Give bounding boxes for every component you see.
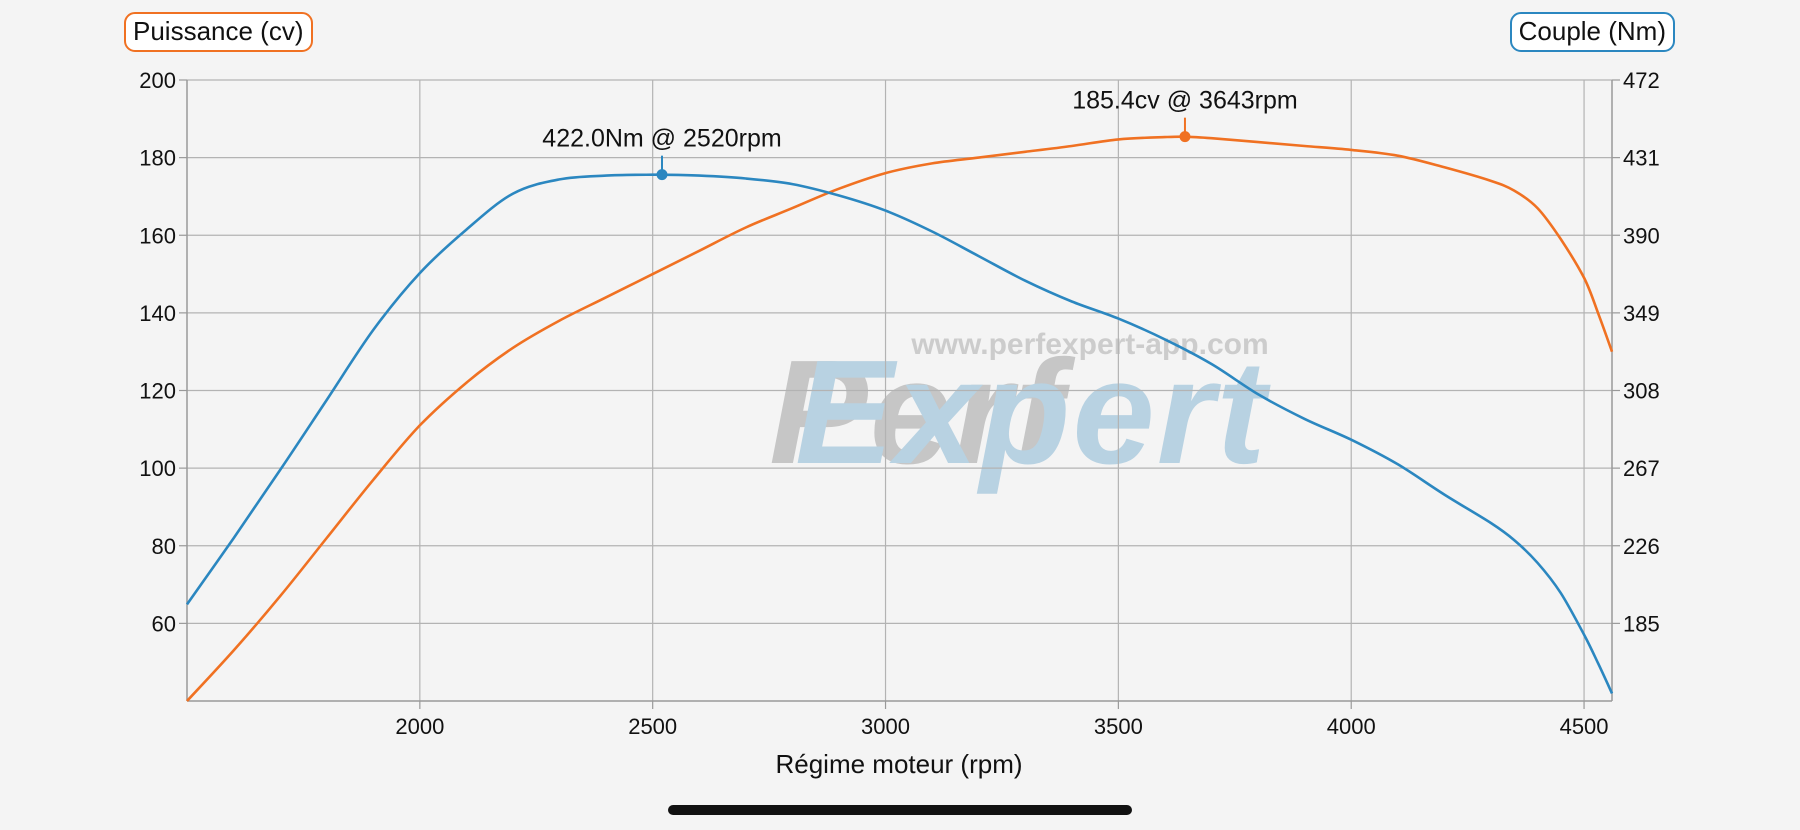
y-left-tick-label: 100	[139, 456, 176, 481]
y-left-tick-label: 80	[152, 534, 176, 559]
watermark: www.perfexpert-app.com Perf Expert	[769, 328, 1271, 495]
axes: 60 80 100 120 140 160 180 200 185 226 267 308 349 390…	[139, 68, 1659, 739]
y-right-tick-label: 431	[1623, 146, 1660, 171]
y-right-tick-label: 308	[1623, 379, 1660, 404]
x-tick-label: 2500	[628, 714, 677, 739]
x-axis-label: Régime moteur (rpm)	[775, 749, 1022, 779]
grid	[187, 79, 1612, 701]
y-left-tick-label: 180	[139, 146, 176, 171]
home-indicator[interactable]	[668, 805, 1132, 815]
torque-peak-marker	[656, 169, 668, 181]
series-layer	[185, 135, 1614, 702]
y-right-tick-label: 226	[1623, 534, 1660, 559]
y-right-tick-label: 349	[1623, 301, 1660, 326]
x-tick-label: 2000	[395, 714, 444, 739]
x-tick-label: 3000	[861, 714, 910, 739]
x-tick-label: 4500	[1560, 714, 1609, 739]
torque-curve	[185, 173, 1614, 694]
x-tick-label: 4000	[1327, 714, 1376, 739]
y-left-tick-label: 60	[152, 611, 176, 636]
y-left-tick-label: 160	[139, 223, 176, 248]
x-tick-label: 3500	[1094, 714, 1143, 739]
y-right-tick-label: 185	[1623, 611, 1660, 636]
watermark-logo-part2: Expert	[795, 330, 1271, 495]
watermark-logo-2: Expert	[795, 330, 1271, 495]
y-left-tick-label: 140	[139, 301, 176, 326]
y-right-tick-label: 472	[1623, 68, 1660, 93]
watermark-url: www.perfexpert-app.com	[910, 328, 1268, 361]
y-right-tick-label: 267	[1623, 456, 1660, 481]
y-left-tick-label: 120	[139, 379, 176, 404]
y-left-tick-label: 200	[139, 68, 176, 93]
power-axis-badge: Puissance (cv)	[124, 12, 313, 52]
annotations: 422.0Nm @ 2520rpm 185.4cv @ 3643rpm	[542, 87, 1298, 181]
watermark-logo-part1: Perf	[769, 330, 1076, 495]
y-right-tick-label: 390	[1623, 223, 1660, 248]
power-peak-marker	[1179, 131, 1191, 143]
torque-peak-label: 422.0Nm @ 2520rpm	[542, 125, 781, 153]
torque-axis-badge: Couple (Nm)	[1509, 12, 1675, 52]
power-peak-label: 185.4cv @ 3643rpm	[1072, 87, 1298, 115]
power-curve	[186, 135, 1614, 702]
watermark-logo: Perf	[769, 330, 1076, 495]
